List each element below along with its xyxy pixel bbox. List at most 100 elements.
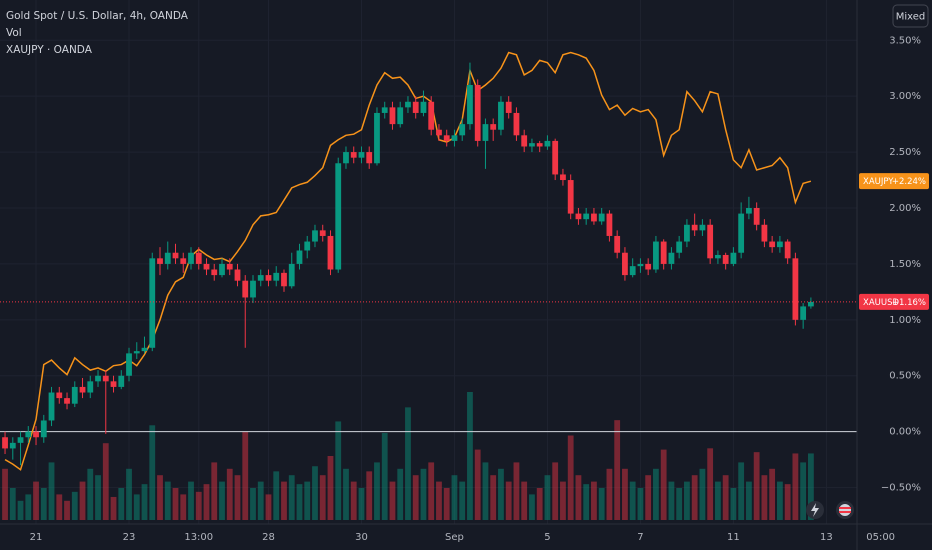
candle-body <box>126 353 132 376</box>
candle-body <box>459 124 466 136</box>
candle-body <box>265 275 272 281</box>
volume-bar <box>319 475 326 520</box>
candle-body <box>738 213 745 253</box>
candle-body <box>40 420 47 438</box>
candle-body <box>753 208 760 225</box>
candle-body <box>219 263 225 276</box>
scale-mode-button[interactable] <box>892 4 929 28</box>
candle-body <box>622 252 628 276</box>
volume-bar <box>521 481 528 520</box>
volume-bar <box>761 475 768 520</box>
candle-body <box>211 269 218 276</box>
candle-body <box>288 263 295 287</box>
xauusd-tag <box>859 293 929 310</box>
volume-bar <box>676 488 683 520</box>
volume-bar <box>219 481 225 520</box>
volume-bar <box>598 488 605 520</box>
chart-title: Gold Spot / U.S. Dollar, 4h, OANDA <box>6 10 189 22</box>
volume-bar <box>164 481 171 520</box>
candle-body <box>64 398 70 404</box>
candle-body <box>17 437 24 443</box>
volume-bar <box>443 488 450 520</box>
volume-bar <box>25 494 32 520</box>
volume-bar <box>629 481 636 520</box>
volume-bar <box>715 481 721 520</box>
candle-body <box>443 135 450 141</box>
volume-bar <box>180 494 187 520</box>
bottom-icons <box>806 501 854 519</box>
candle-body <box>490 124 497 130</box>
candle-body <box>691 224 698 231</box>
candle-body <box>560 174 566 181</box>
lightning-glyph <box>811 503 819 517</box>
volume-bar <box>397 468 404 520</box>
candle-body <box>381 107 388 113</box>
volume-bar <box>474 449 481 520</box>
volume-bar <box>792 453 799 520</box>
candle-body <box>614 235 621 253</box>
candle-body <box>567 180 574 214</box>
y-tick-label: 0.00% <box>889 427 921 438</box>
scale-mode-label[interactable]: Mixed <box>896 12 926 23</box>
volume-bar <box>226 468 233 520</box>
volume-bar <box>118 488 125 520</box>
volume-bar <box>343 468 349 520</box>
y-tick-label: 1.00% <box>889 315 921 326</box>
candle-body <box>784 241 791 259</box>
volume-bar <box>660 449 667 520</box>
candle-body <box>389 107 396 125</box>
volume-bar <box>482 462 489 520</box>
y-tick-label: 2.50% <box>889 147 921 158</box>
candle-body <box>521 135 528 147</box>
volume-bar <box>784 484 791 520</box>
candle-body <box>335 163 342 270</box>
volume-bar <box>296 484 303 520</box>
volume-bar <box>637 488 644 520</box>
x-tick-label: 13 <box>820 532 833 543</box>
candle-body <box>133 351 140 354</box>
candle-body <box>637 263 644 267</box>
volume-bar <box>358 488 365 520</box>
volume-bar <box>126 468 132 520</box>
candle-body <box>164 252 171 264</box>
candle-body <box>730 252 737 264</box>
candle-body <box>304 241 311 251</box>
candle-body <box>157 258 163 264</box>
volume-bar <box>529 494 535 520</box>
candle-body <box>172 252 179 259</box>
candle-body <box>800 306 807 320</box>
candle-body <box>591 213 597 222</box>
volume-bar <box>64 500 70 520</box>
candle-body <box>327 235 334 270</box>
candle-body <box>777 241 783 248</box>
candle-body <box>95 375 101 382</box>
candle-body <box>498 101 504 130</box>
volume-bar <box>188 481 194 520</box>
candle-body <box>536 143 543 147</box>
candle-body <box>451 135 458 141</box>
candle-body <box>707 224 714 259</box>
candle-body <box>195 252 202 264</box>
candle-body <box>722 254 729 264</box>
candle-body <box>412 101 419 113</box>
volume-bar <box>536 488 543 520</box>
candle-body <box>110 381 117 387</box>
volume-bar <box>2 468 8 520</box>
candle-body <box>350 152 357 158</box>
volume-bar <box>591 481 597 520</box>
candle-body <box>668 252 675 264</box>
volume-bar <box>684 481 690 520</box>
candle-body <box>257 275 264 281</box>
candle-body <box>118 375 125 387</box>
volume-bar <box>87 468 94 520</box>
candle-body <box>397 107 404 125</box>
volume-legend: Vol <box>6 27 22 39</box>
x-tick-label: Sep <box>445 532 464 543</box>
price-pane <box>0 51 857 471</box>
candle-body <box>203 263 210 270</box>
x-tick-label: 7 <box>637 532 643 543</box>
volume-bar <box>622 468 628 520</box>
candle-body <box>544 140 551 147</box>
